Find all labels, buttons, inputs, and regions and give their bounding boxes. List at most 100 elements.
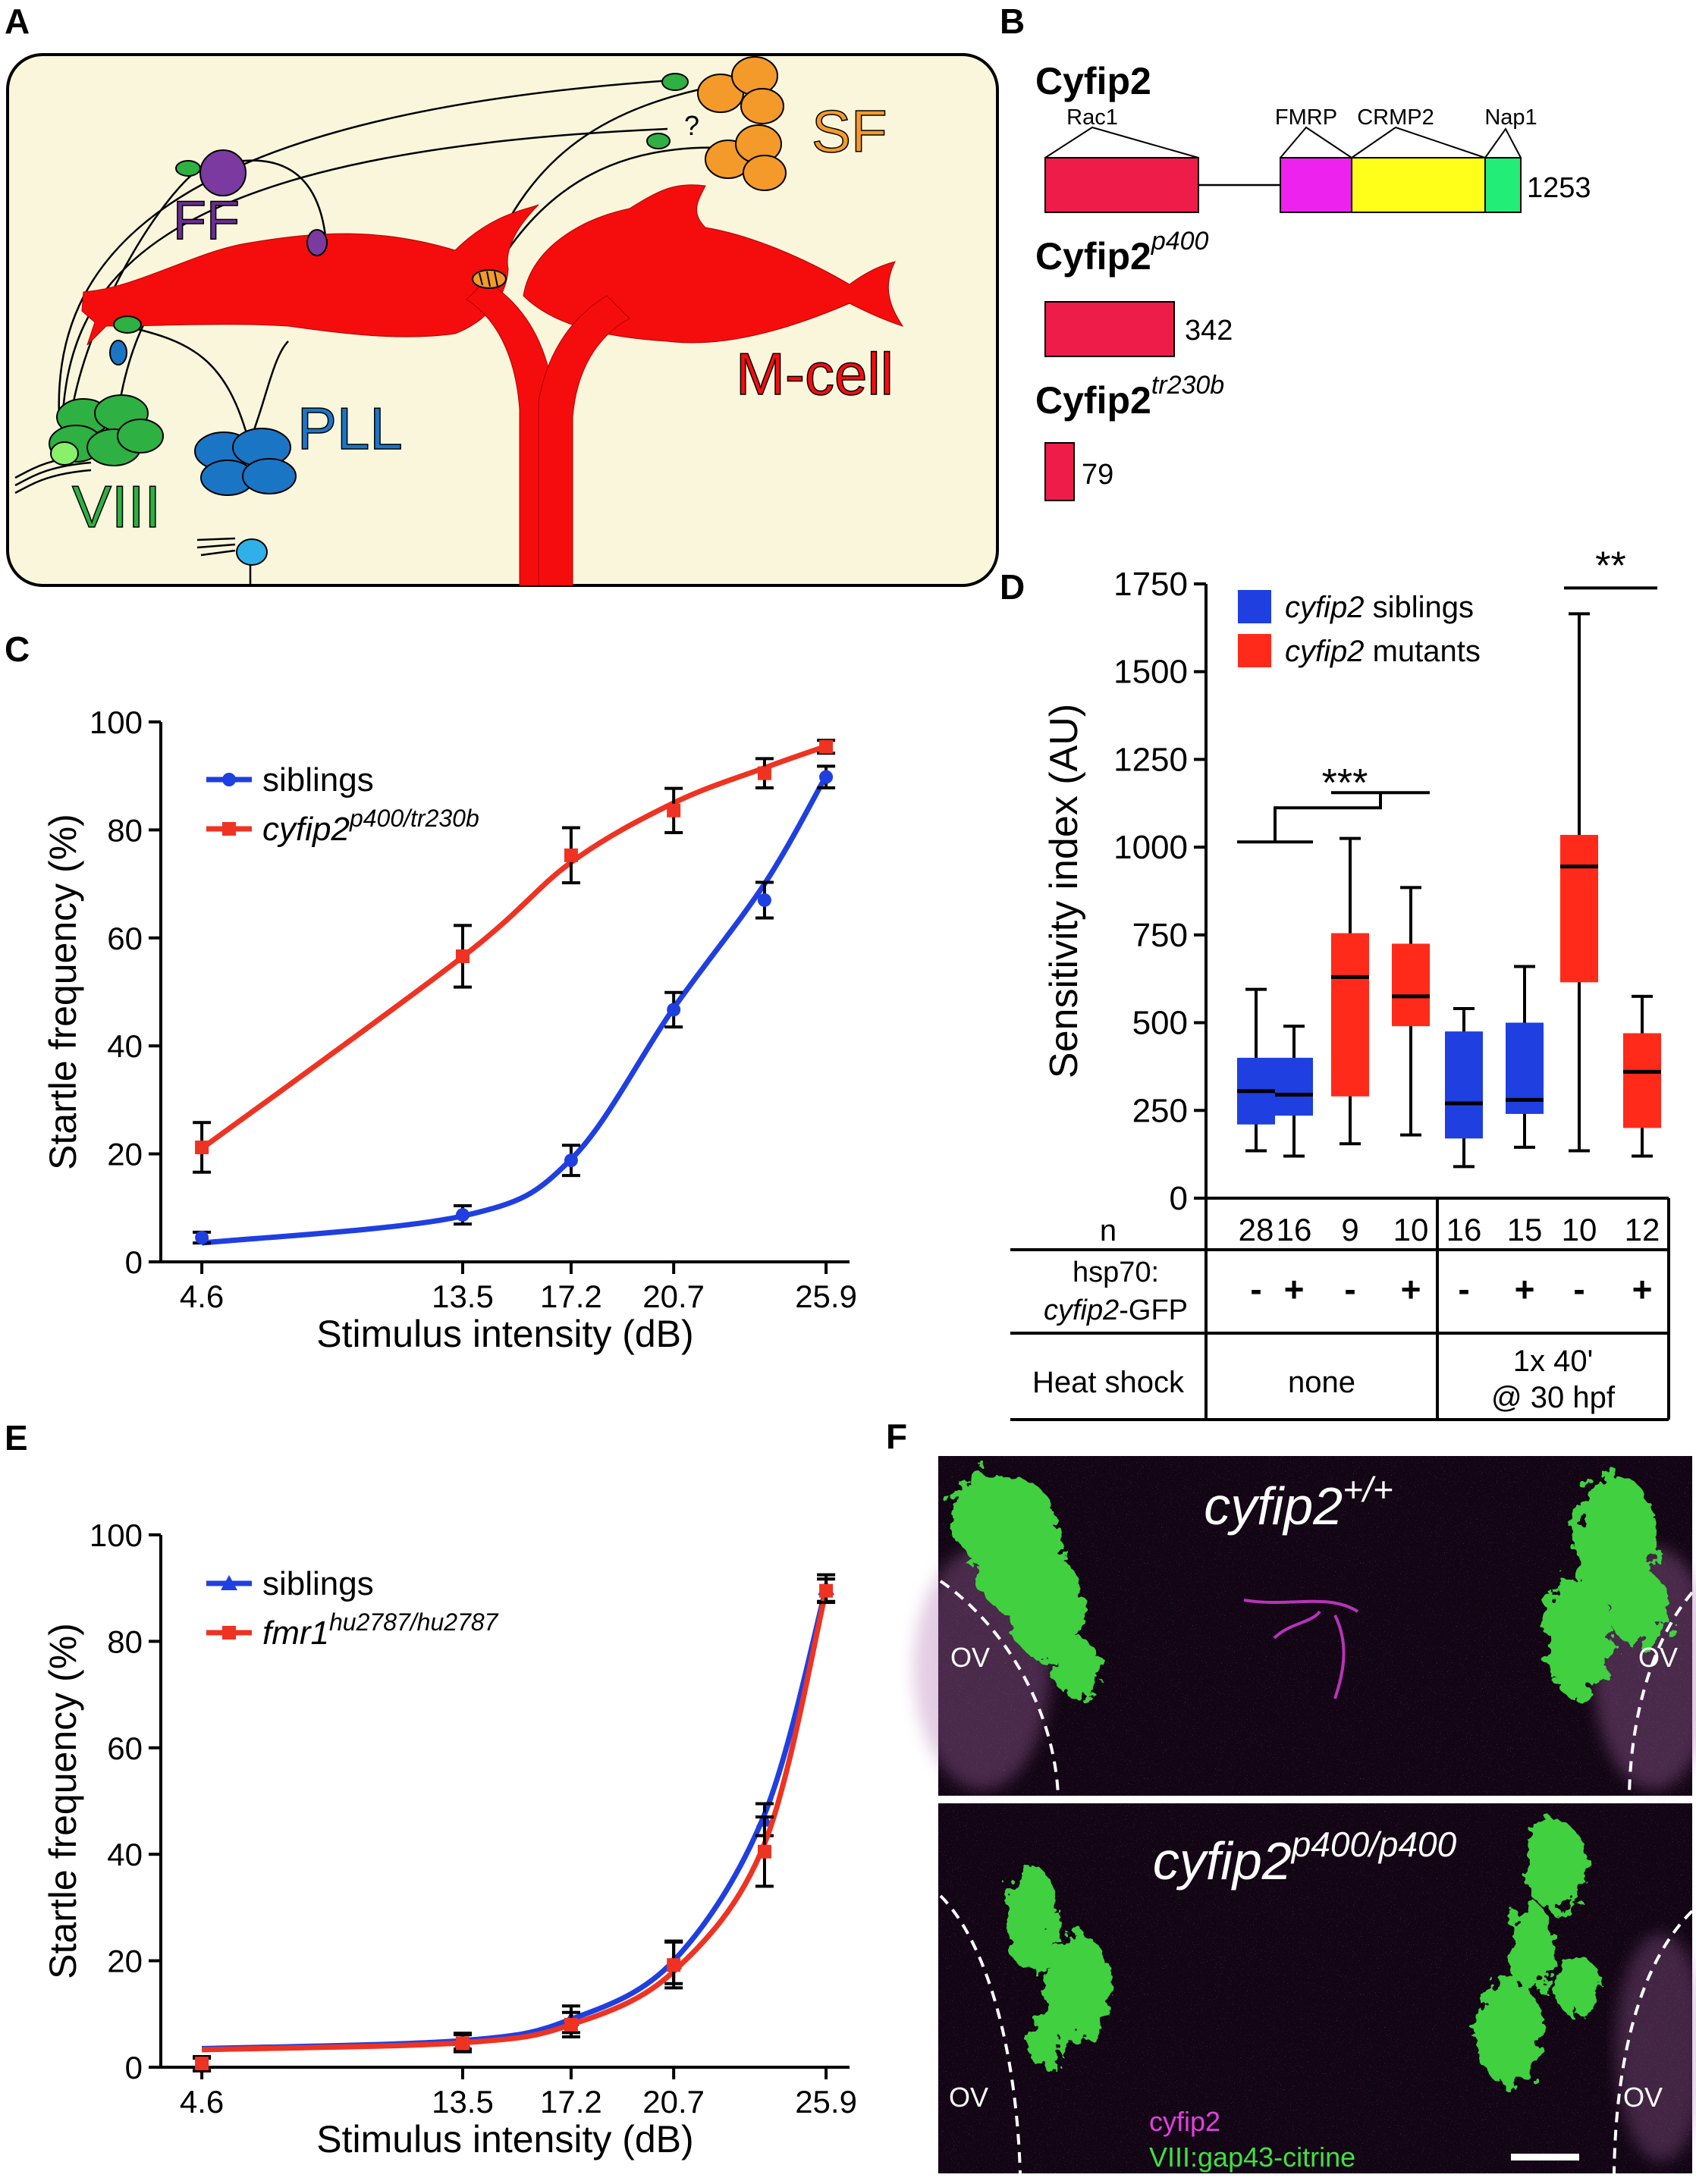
legend-cyfip2-stain: cyfip2 (1149, 2106, 1220, 2137)
c-data-point (564, 1153, 578, 1168)
d-box-mutants (1392, 943, 1430, 1027)
e-y-tick-label: 40 (107, 1837, 143, 1872)
e-legend-label: fmr1hu2787/hu2787 (262, 1608, 499, 1652)
d-table-n-value: 10 (1393, 1212, 1429, 1247)
d-y-tick-label: 1500 (1113, 654, 1188, 691)
label-viii: VIII (72, 473, 161, 540)
panel-c: C 0 20 40 60 80 100 4.6 13.5 17.2 20.7 25.9 Stimulu… (5, 629, 857, 1355)
c-x-tick-label: 13.5 (432, 1279, 494, 1314)
label-sf: SF (812, 98, 887, 165)
panel-a-label: A (5, 2, 30, 41)
d-y-tick-label: 0 (1170, 1180, 1188, 1217)
c-y-tick-label: 80 (107, 812, 143, 848)
d-table-hsp-value: - (1573, 1269, 1585, 1309)
panel-b-label: B (1000, 2, 1025, 41)
e-data-point (667, 1958, 681, 1972)
c-data-point (667, 1003, 681, 1017)
pll-neurons (109, 340, 297, 566)
e-x-axis-title: Stimulus intensity (dB) (316, 2118, 693, 2160)
ov-label-left-top: OV (950, 1642, 990, 1673)
ov-label-right-bottom: OV (1623, 2082, 1663, 2113)
d-table-hsp-value: - (1458, 1269, 1469, 1309)
d-table-hsp-value: - (1344, 1269, 1355, 1309)
e-legend-label: siblings (262, 1565, 374, 1602)
e-fit-curve-siblings (201, 1587, 829, 2051)
micrograph-mutant: cyfip2p400/p400 OV OV cyfip2 VIII:gap43-… (938, 1803, 1696, 2174)
d-legend-label: cyfip2 siblings (1285, 591, 1474, 624)
d-y-tick-label: 1000 (1113, 829, 1188, 866)
d-table-heat-none: none (1288, 1366, 1355, 1399)
e-data-point (195, 2057, 209, 2071)
d-table-hsp-label: hsp70: (1073, 1257, 1159, 1288)
legend-viii-stain: VIII:gap43-citrine (1149, 2142, 1355, 2173)
d-y-tick-label: 750 (1132, 917, 1188, 954)
d-sig-label-2: ** (1595, 544, 1625, 588)
d-table-n-label: n (1100, 1214, 1117, 1247)
protein-tr230b-name: Cyfip2tr230b (1035, 371, 1224, 422)
viii-signal-top (952, 1471, 1669, 1699)
c-data-point (195, 1141, 209, 1155)
protein-p400-name: Cyfip2p400 (1035, 227, 1209, 278)
d-table-hsp-value: + (1401, 1269, 1421, 1309)
d-table-hsp-value: + (1515, 1269, 1535, 1309)
mauthner-cells (81, 184, 904, 586)
d-y-tick-label: 1750 (1113, 566, 1188, 603)
genotype-mutant: cyfip2p400/p400 (1153, 1825, 1457, 1891)
d-table-n-value: 15 (1507, 1212, 1543, 1247)
domain-crmp2-label: CRMP2 (1357, 105, 1434, 130)
d-y-tick-label: 250 (1132, 1092, 1188, 1129)
e-data-point (455, 2036, 470, 2051)
d-sig-bracket-join (1274, 792, 1382, 843)
panel-d: D 0 250 500 750 1000 1250 1500 1750 Sensitivity … (1000, 544, 1670, 1421)
d-table-n-value: 10 (1562, 1212, 1597, 1247)
synapse-ticks (479, 271, 498, 287)
d-table-n-value: 9 (1341, 1212, 1358, 1247)
label-question: ? (684, 110, 699, 141)
domain-rac1-box (1044, 157, 1199, 213)
e-y-tick-label: 100 (90, 1517, 143, 1553)
d-table-heat-shock: 1x 40' (1513, 1345, 1594, 1378)
panel-f-label: F (886, 1417, 907, 1456)
e-x-tick-label: 17.2 (540, 2084, 602, 2120)
p400-length-value: 342 (1185, 315, 1233, 347)
c-y-tick-label: 60 (107, 921, 143, 956)
chart-d: 0 250 500 750 1000 1250 1500 1750 Sensitivity in… (1010, 544, 1670, 1421)
c-x-tick-label: 25.9 (795, 1279, 857, 1314)
c-data-point (667, 803, 681, 817)
d-table-n-value: 16 (1277, 1212, 1312, 1247)
d-table-hsp-label-2: cyfip2-GFP (1044, 1294, 1188, 1326)
d-box-mutants (1623, 1033, 1661, 1128)
c-data-point (195, 1230, 209, 1244)
e-y-tick-label: 0 (125, 2050, 143, 2085)
c-data-point (455, 1208, 470, 1222)
e-fit-curve-fmr1 (202, 1589, 829, 2053)
e-y-tick-label: 20 (107, 1944, 143, 1979)
viii-neurons (49, 315, 164, 466)
e-x-tick-label: 25.9 (795, 2084, 857, 2120)
panel-f: F cyfip2+/+ OV OV (886, 1417, 1696, 2174)
sf-neurons (646, 56, 787, 191)
domain-nap1-box (1484, 157, 1522, 213)
c-y-tick-label: 40 (107, 1028, 143, 1064)
e-data-point (819, 1583, 834, 1598)
scale-bar (1511, 2154, 1579, 2160)
protein-full-name: Cyfip2 (1035, 60, 1151, 102)
viii-signal-bottom (1005, 1820, 1600, 2085)
label-pll: PLL (297, 395, 403, 462)
c-y-tick-label: 20 (107, 1137, 143, 1172)
c-x-tick-label: 17.2 (540, 1279, 602, 1314)
panel-b: B Cyfip2 Rac1 FMRP CRMP2 Nap1 1253 Cyfip… (1000, 2, 1591, 501)
panel-e-label: E (5, 1418, 28, 1458)
e-x-tick-label: 4.6 (180, 2084, 224, 2120)
ov-label-right-top: OV (1638, 1642, 1678, 1673)
d-table-n-value: 16 (1446, 1212, 1482, 1247)
c-legend-marker (222, 822, 236, 836)
domain-rac1-label: Rac1 (1066, 105, 1118, 130)
c-data-point (757, 893, 771, 907)
c-x-tick-label: 20.7 (642, 1279, 705, 1314)
e-y-tick-label: 80 (107, 1624, 143, 1659)
c-data-point (757, 766, 771, 780)
ff-neurons (175, 149, 328, 256)
d-table-heat-shock-2: @ 30 hpf (1491, 1381, 1616, 1414)
